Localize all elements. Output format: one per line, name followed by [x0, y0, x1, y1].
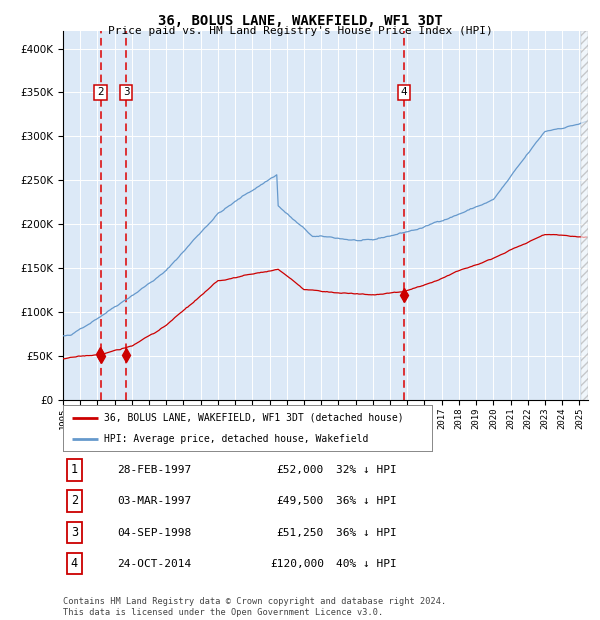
Text: 04-SEP-1998: 04-SEP-1998 — [117, 528, 191, 538]
Text: 24-OCT-2014: 24-OCT-2014 — [117, 559, 191, 569]
Text: 32% ↓ HPI: 32% ↓ HPI — [336, 465, 397, 475]
Text: Price paid vs. HM Land Registry's House Price Index (HPI): Price paid vs. HM Land Registry's House … — [107, 26, 493, 36]
Text: HPI: Average price, detached house, Wakefield: HPI: Average price, detached house, Wake… — [104, 434, 368, 445]
Text: 40% ↓ HPI: 40% ↓ HPI — [336, 559, 397, 569]
Text: £51,250: £51,250 — [277, 528, 324, 538]
Text: 28-FEB-1997: 28-FEB-1997 — [117, 465, 191, 475]
Text: 1: 1 — [71, 464, 78, 476]
Text: £52,000: £52,000 — [277, 465, 324, 475]
Text: 2: 2 — [97, 87, 104, 97]
Text: 36, BOLUS LANE, WAKEFIELD, WF1 3DT (detached house): 36, BOLUS LANE, WAKEFIELD, WF1 3DT (deta… — [104, 413, 403, 423]
Text: £49,500: £49,500 — [277, 496, 324, 506]
Text: 03-MAR-1997: 03-MAR-1997 — [117, 496, 191, 506]
Text: 36, BOLUS LANE, WAKEFIELD, WF1 3DT: 36, BOLUS LANE, WAKEFIELD, WF1 3DT — [158, 14, 442, 29]
Text: £120,000: £120,000 — [270, 559, 324, 569]
Text: 4: 4 — [71, 557, 78, 570]
Text: 36% ↓ HPI: 36% ↓ HPI — [336, 496, 397, 506]
Text: 4: 4 — [401, 87, 407, 97]
Text: 3: 3 — [71, 526, 78, 539]
Text: Contains HM Land Registry data © Crown copyright and database right 2024.
This d: Contains HM Land Registry data © Crown c… — [63, 598, 446, 617]
Text: 3: 3 — [123, 87, 130, 97]
Text: 36% ↓ HPI: 36% ↓ HPI — [336, 528, 397, 538]
Text: 2: 2 — [71, 495, 78, 507]
